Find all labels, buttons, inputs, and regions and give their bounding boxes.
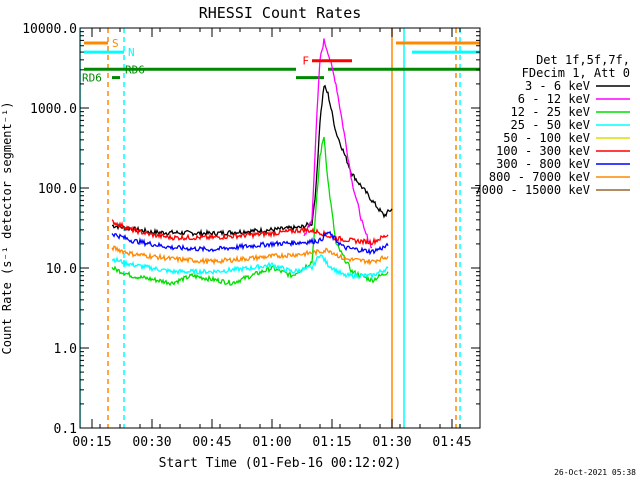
- x-tick-label: 01:30: [372, 435, 411, 450]
- legend-label: 3 - 6 keV: [525, 79, 590, 93]
- legend-header: FDecim 1, Att 0: [522, 66, 630, 80]
- x-tick-label: 00:30: [132, 435, 171, 450]
- y-tick-label: 10000.0: [22, 22, 77, 37]
- legend-label: 800 - 7000 keV: [489, 170, 590, 184]
- x-tick-label: 00:45: [192, 435, 231, 450]
- annotation-label: RD6: [82, 72, 102, 85]
- legend-label: 25 - 50 keV: [511, 118, 590, 132]
- legend-label: 6 - 12 keV: [518, 92, 590, 106]
- y-tick-label: 0.1: [54, 422, 77, 437]
- y-tick-label: 10.0: [46, 262, 77, 277]
- footer-timestamp: 26-Oct-2021 05:38: [554, 468, 636, 477]
- legend-label: 100 - 300 keV: [496, 144, 590, 158]
- series-line: [111, 254, 389, 281]
- legend-header: Det 1f,5f,7f,: [536, 53, 630, 67]
- legend-label: 7000 - 15000 keV: [474, 183, 590, 197]
- x-tick-label: 01:45: [432, 435, 471, 450]
- series-line: [111, 219, 389, 246]
- series-line: [111, 230, 389, 256]
- x-axis-label: Start Time (01-Feb-16 00:12:02): [159, 456, 402, 471]
- x-axis: 00:15 00:30 00:45 01:00 01:15 01:30 01:45: [72, 28, 481, 450]
- annotation-label: RD6: [125, 63, 145, 76]
- y-tick-label: 100.0: [38, 182, 77, 197]
- annotation-label: F: [302, 55, 309, 68]
- y-tick-label: 1000.0: [30, 102, 77, 117]
- x-tick-label: 01:00: [252, 435, 291, 450]
- x-tick-label: 01:15: [312, 435, 351, 450]
- y-axis: 0.1 1.0 10.0 100.0 1000.0 10000.0: [22, 22, 480, 437]
- series-line: [111, 136, 389, 287]
- series-line: [111, 245, 389, 266]
- series-line: [303, 38, 373, 249]
- legend-label: 12 - 25 keV: [511, 105, 590, 119]
- chart-title: RHESSI Count Rates: [199, 4, 362, 22]
- series-line: [111, 84, 393, 238]
- y-tick-label: 1.0: [54, 342, 77, 357]
- x-tick-label: 00:15: [72, 435, 111, 450]
- legend-label: 300 - 800 keV: [496, 157, 590, 171]
- annotation-label: N: [128, 46, 135, 59]
- y-axis-label: Count Rate (s⁻¹ detector segment⁻¹): [0, 102, 14, 355]
- legend-label: 50 - 100 keV: [503, 131, 590, 145]
- annotation-label: S: [112, 37, 119, 50]
